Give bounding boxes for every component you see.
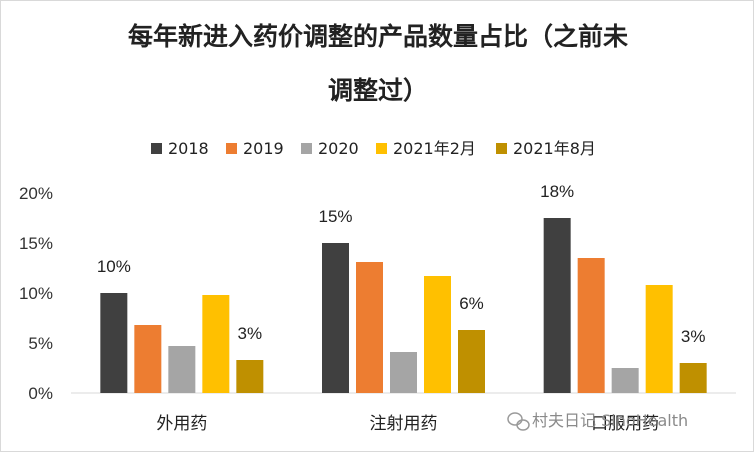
y-tick-label: 15% — [19, 234, 53, 253]
legend-label: 2021年8月 — [513, 139, 596, 158]
bar — [679, 363, 707, 393]
bar — [356, 262, 383, 393]
wechat-icon-bubble — [516, 419, 530, 431]
y-tick-label: 10% — [19, 284, 53, 303]
data-label: 6% — [459, 294, 484, 313]
bar — [424, 276, 451, 393]
data-label: 3% — [681, 327, 706, 346]
data-labels: 10% 3% 15% 6% 18% 3% — [97, 182, 706, 346]
y-tick-label: 5% — [28, 334, 53, 353]
bar — [202, 295, 230, 393]
legend-swatch — [496, 143, 507, 154]
bar — [134, 325, 162, 393]
bar — [611, 368, 639, 393]
bar — [100, 293, 128, 393]
legend-swatch — [301, 143, 312, 154]
data-label: 10% — [97, 257, 131, 276]
data-label: 3% — [238, 324, 263, 343]
bar — [322, 243, 349, 393]
bar-series — [100, 218, 707, 393]
bar — [390, 352, 417, 393]
legend-label: 2018 — [168, 139, 209, 158]
legend-swatch — [151, 143, 162, 154]
watermark: 村夫日记 SinoHealth — [507, 411, 688, 431]
bar — [458, 330, 485, 393]
chart-title-line: 调整过） — [328, 76, 428, 105]
bar — [236, 360, 264, 393]
x-category-label: 注射用药 — [370, 414, 438, 434]
y-tick-label: 0% — [28, 384, 53, 403]
x-category-label: 外用药 — [156, 414, 207, 434]
legend-swatch — [226, 143, 237, 154]
watermark-text: 村夫日记 SinoHealth — [532, 411, 688, 430]
y-tick-label: 20% — [19, 184, 53, 203]
legend-label: 2021年2月 — [393, 139, 476, 158]
legend-swatch — [376, 143, 387, 154]
bar — [577, 258, 605, 393]
data-label: 18% — [540, 182, 574, 201]
wechat-icon-bubble — [507, 412, 523, 426]
x-axis-categories: 外用药 注射用药 口服用药 — [156, 414, 659, 434]
x-category-label: 口服用药 — [591, 414, 659, 434]
chart-title-line: 每年新进入药价调整的产品数量占比（之前未 — [128, 22, 628, 51]
legend-label: 2019 — [243, 139, 284, 158]
legend-label: 2020 — [318, 139, 359, 158]
data-label: 15% — [318, 207, 352, 226]
bar — [645, 285, 673, 393]
bar — [168, 346, 196, 393]
wechat-icon — [507, 412, 530, 431]
chart-legend: 2018 2019 2020 2021年2月 2021年8月 — [151, 139, 596, 158]
bar — [543, 218, 571, 393]
